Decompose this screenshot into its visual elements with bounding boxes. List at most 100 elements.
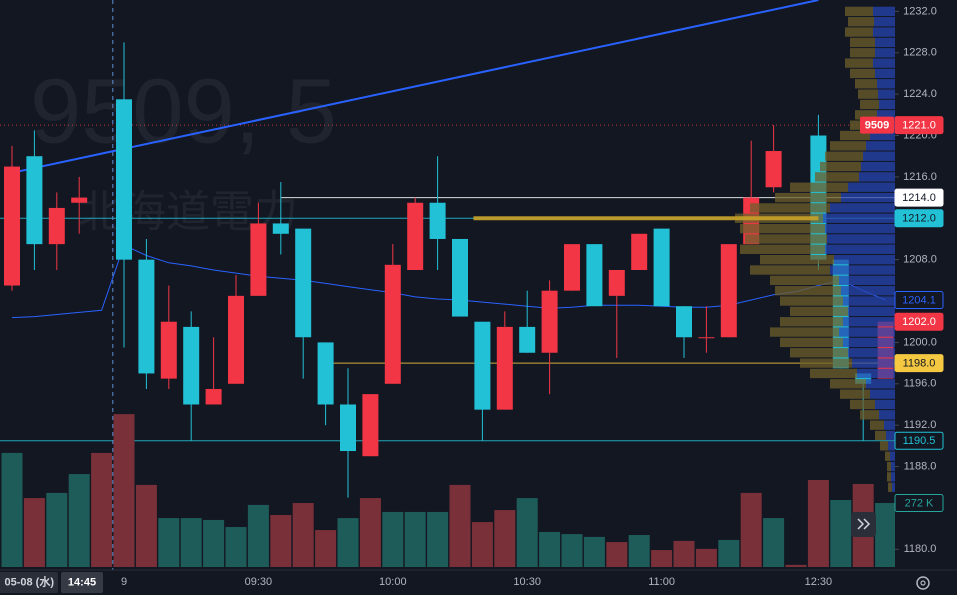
profile-up [848, 348, 895, 358]
profile-up [839, 275, 895, 286]
symbol-tag-box [860, 116, 894, 134]
profile-down [775, 286, 841, 296]
candle-body [4, 166, 20, 286]
volume-bar [471, 522, 493, 567]
candle-body [340, 404, 356, 452]
volume-bar [561, 534, 583, 567]
settings-icon[interactable] [916, 576, 930, 590]
candle-body [116, 99, 132, 260]
scroll-button[interactable] [851, 512, 876, 537]
volume-bar [695, 548, 717, 567]
profile-down [875, 430, 886, 441]
crosshair-date: 05-08 (水) [4, 574, 54, 588]
profile-down [760, 254, 834, 265]
x-tick-label: 09:30 [245, 576, 273, 588]
profile-up [890, 451, 895, 461]
volume-bar [763, 518, 785, 567]
profile-up [874, 17, 895, 27]
price-label-box [894, 354, 944, 373]
profile-down [888, 482, 892, 492]
candle-body [71, 197, 88, 203]
profile-up [843, 317, 895, 327]
profile-up [875, 37, 895, 48]
candle-body [138, 259, 155, 374]
profile-up [834, 254, 895, 265]
volume-bar [337, 518, 359, 567]
volume-bar [359, 498, 381, 567]
profile-down [830, 141, 866, 151]
volume-bar [740, 492, 762, 567]
y-tick-label: 1188.0 [904, 460, 937, 472]
candle-body [474, 321, 491, 410]
volume-bar [494, 510, 516, 567]
profile-up [841, 192, 895, 203]
profile-down [750, 203, 830, 213]
profile-up [891, 472, 895, 482]
y-tick-label: 1180.0 [904, 543, 937, 555]
x-tick-label: 10:00 [379, 576, 407, 588]
profile-down [855, 79, 877, 89]
profile-up [877, 79, 895, 89]
volume-bar [91, 452, 113, 567]
volume-bar [247, 504, 269, 567]
profile-up [848, 182, 895, 192]
candle-body [452, 238, 468, 317]
profile-up [839, 327, 895, 337]
profile-down [887, 472, 891, 482]
volume-bar [270, 515, 292, 567]
profile-down [780, 337, 843, 348]
volume-bar [382, 511, 404, 567]
volume-bar [449, 484, 471, 567]
volume-bar [539, 531, 561, 567]
candle-body [855, 373, 872, 384]
candle-body [228, 295, 244, 384]
price-label-box [894, 291, 944, 309]
candle-body [586, 244, 603, 307]
profile-up [841, 286, 895, 296]
profile-up [873, 6, 895, 17]
y-tick-label: 1200.0 [903, 336, 937, 348]
candle-body [362, 394, 379, 457]
profile-up [825, 223, 895, 234]
profile-down [770, 327, 839, 337]
price-label-box [894, 209, 944, 228]
candle-body [48, 207, 65, 245]
profile-down [750, 265, 830, 275]
trendline [11, 0, 819, 174]
profile-up [827, 234, 895, 244]
watermark-symbol: 9509, 5 [30, 60, 337, 162]
profile-down [845, 6, 873, 17]
volume-bar [628, 535, 650, 567]
profile-up [823, 213, 895, 223]
profile-up [884, 420, 895, 430]
volume-bar [830, 499, 852, 567]
profile-up [892, 482, 895, 492]
y-tick-label: 1208.0 [903, 254, 937, 266]
profile-up [843, 296, 895, 306]
profile-up [873, 58, 895, 68]
candle-body [564, 244, 580, 291]
price-label-box [894, 312, 944, 331]
plot-area: 9509, 5 北海道電力 [0, 0, 895, 570]
settings-button[interactable] [916, 576, 930, 590]
y-tick-label: 1228.0 [903, 47, 937, 59]
profile-up [879, 99, 895, 110]
profile-up [870, 130, 895, 141]
price-label-box [894, 431, 944, 450]
profile-up [870, 389, 895, 399]
profile-down [840, 389, 870, 399]
scroll-icon[interactable] [857, 518, 871, 530]
profile-up [852, 358, 895, 368]
profile-down [780, 296, 843, 306]
profile-down [845, 58, 873, 68]
profile-up [877, 110, 895, 120]
y-tick-label: 1192.0 [904, 419, 937, 431]
volume-bar [404, 511, 426, 567]
volume-bar [673, 540, 695, 567]
profile-up [875, 399, 895, 410]
volume-bar [606, 542, 628, 567]
profile-down [880, 441, 888, 451]
profile-up [891, 461, 895, 472]
profile-down [790, 182, 848, 192]
settings-icon-center[interactable] [920, 580, 926, 586]
